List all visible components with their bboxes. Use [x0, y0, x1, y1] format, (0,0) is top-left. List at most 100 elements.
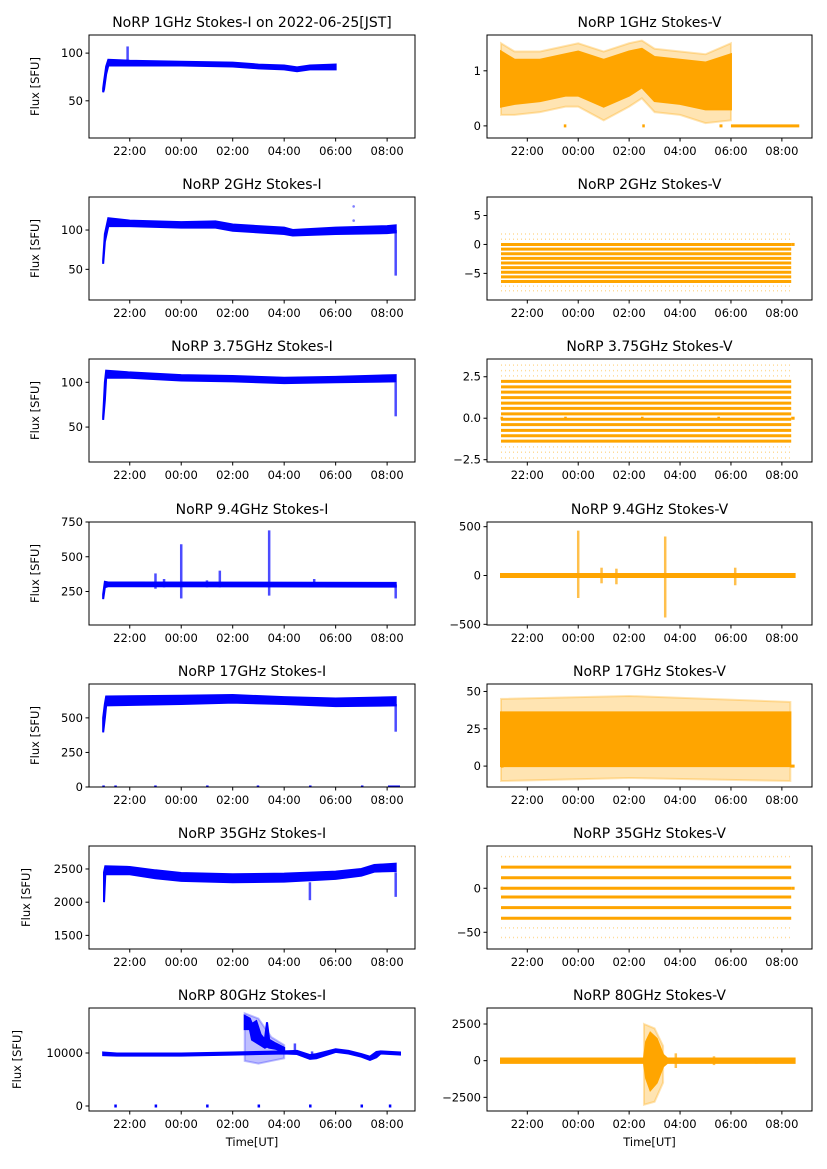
zero-mark — [388, 1104, 392, 1108]
zero-mark — [500, 886, 504, 890]
plot-area — [102, 694, 400, 787]
xtick-label: 06:00 — [714, 631, 747, 645]
x-axis-label: Time[UT] — [622, 1135, 676, 1149]
plot-area — [500, 39, 800, 128]
xtick-label: 04:00 — [663, 306, 696, 320]
xtick-label: 06:00 — [714, 793, 747, 807]
xtick-label: 08:00 — [371, 1117, 404, 1131]
xtick-label: 00:00 — [562, 793, 595, 807]
xtick-label: 04:00 — [663, 1117, 696, 1131]
xtick-label: 02:00 — [216, 1117, 249, 1131]
xtick-label: 04:00 — [663, 144, 696, 158]
data-band-0 — [103, 862, 397, 903]
zero-mark — [717, 416, 720, 420]
axes-frame — [486, 34, 813, 139]
axes-frame — [486, 196, 813, 301]
xtick-label: 00:00 — [165, 793, 198, 807]
xtick-label: 02:00 — [613, 631, 646, 645]
ytick-label: 500 — [61, 550, 83, 564]
xtick-label: 22:00 — [113, 631, 146, 645]
xtick-label: 04:00 — [268, 306, 301, 320]
ytick-label: 0 — [76, 780, 83, 794]
xtick-label: 22:00 — [113, 793, 146, 807]
xtick-label: 00:00 — [562, 306, 595, 320]
panel-title: NoRP 2GHz Stokes-V — [577, 177, 721, 193]
ytick-label: 2500 — [452, 1017, 481, 1031]
ytick-label: 10000 — [46, 1046, 83, 1060]
xtick-label: 02:00 — [216, 793, 249, 807]
ytick-label: 2500 — [54, 862, 83, 876]
xtick-label: 06:00 — [714, 468, 747, 482]
zero-mark — [309, 785, 312, 787]
zero-mark — [257, 1104, 261, 1108]
axes-frame — [486, 683, 813, 788]
panel-title: NoRP 17GHz Stokes-V — [573, 664, 726, 680]
xtick-label: 22:00 — [511, 306, 544, 320]
ytick-label: 500 — [61, 711, 83, 725]
zero-mark — [256, 785, 260, 787]
xtick-label: 06:00 — [319, 1117, 352, 1131]
xtick-label: 08:00 — [765, 306, 798, 320]
axes-frame — [88, 683, 416, 788]
axes-frame — [486, 845, 813, 950]
zero-mark — [501, 764, 504, 768]
axes-frame — [88, 1007, 416, 1112]
panel-title: NoRP 2GHz Stokes-I — [182, 177, 321, 193]
y-axis-label: Flux [SFU] — [28, 57, 42, 116]
zero-mark — [206, 1104, 209, 1108]
panel-5: NoRP 3.75GHz Stokes-V −2.5 0.0 2.5 22:00 00:0… — [453, 339, 813, 482]
data-band-0 — [102, 217, 397, 264]
panel-title: NoRP 3.75GHz Stokes-V — [566, 339, 733, 355]
xtick-label: 06:00 — [714, 1117, 747, 1131]
xtick-label: 02:00 — [216, 631, 249, 645]
data-point — [352, 205, 355, 208]
xtick-label: 06:00 — [714, 144, 747, 158]
xtick-label: 00:00 — [165, 955, 198, 969]
plot-area — [500, 694, 795, 783]
axes-frame — [486, 521, 813, 626]
panel-12: NoRP 80GHz Stokes-I 0 10000 22:00 00:00 02:00… — [10, 988, 416, 1149]
xtick-label: 08:00 — [371, 144, 404, 158]
panel-1: NoRP 1GHz Stokes-V 0 1 22:00 00:00 02:00 04:00… — [474, 15, 813, 158]
data-band-0 — [102, 580, 397, 600]
ytick-label: 100 — [61, 375, 83, 389]
xtick-label: 06:00 — [319, 306, 352, 320]
zero-mark — [387, 785, 400, 787]
xtick-label: 04:00 — [663, 468, 696, 482]
xtick-label: 02:00 — [216, 144, 249, 158]
ytick-label: 0 — [474, 119, 481, 133]
zero-mark — [309, 1104, 312, 1108]
xtick-label: 04:00 — [268, 793, 301, 807]
xtick-label: 22:00 — [511, 631, 544, 645]
panel-title: NoRP 3.75GHz Stokes-I — [171, 339, 333, 355]
xtick-label: 06:00 — [319, 468, 352, 482]
xtick-label: 02:00 — [613, 144, 646, 158]
xtick-label: 00:00 — [165, 631, 198, 645]
ytick-label: 0 — [474, 759, 481, 773]
xtick-label: 02:00 — [216, 468, 249, 482]
zero-mark — [102, 785, 105, 787]
ytick-label: 100 — [61, 46, 83, 60]
panel-title: NoRP 80GHz Stokes-V — [573, 988, 726, 1004]
ytick-label: 50 — [68, 94, 83, 108]
data-band-2 — [243, 1014, 286, 1053]
data-band-1 — [102, 1048, 401, 1061]
zero-mark — [500, 416, 504, 420]
data-band-1 — [500, 47, 732, 111]
xtick-label: 04:00 — [663, 631, 696, 645]
xtick-label: 06:00 — [319, 631, 352, 645]
data-point — [352, 219, 355, 222]
xtick-label: 22:00 — [113, 1117, 146, 1131]
panel-title: NoRP 35GHz Stokes-V — [573, 826, 726, 842]
xtick-label: 04:00 — [268, 955, 301, 969]
zero-mark — [642, 124, 645, 128]
panel-13: NoRP 80GHz Stokes-V −2500 0 2500 22:00 00:00 0… — [442, 988, 813, 1149]
y-axis-label: Flux [SFU] — [28, 544, 42, 603]
xtick-label: 08:00 — [765, 955, 798, 969]
panel-title: NoRP 80GHz Stokes-I — [178, 988, 326, 1004]
xtick-label: 00:00 — [562, 1117, 595, 1131]
xtick-label: 04:00 — [268, 144, 301, 158]
zero-mark — [114, 1104, 117, 1108]
axes-frame — [486, 1007, 813, 1112]
xtick-label: 08:00 — [371, 793, 404, 807]
